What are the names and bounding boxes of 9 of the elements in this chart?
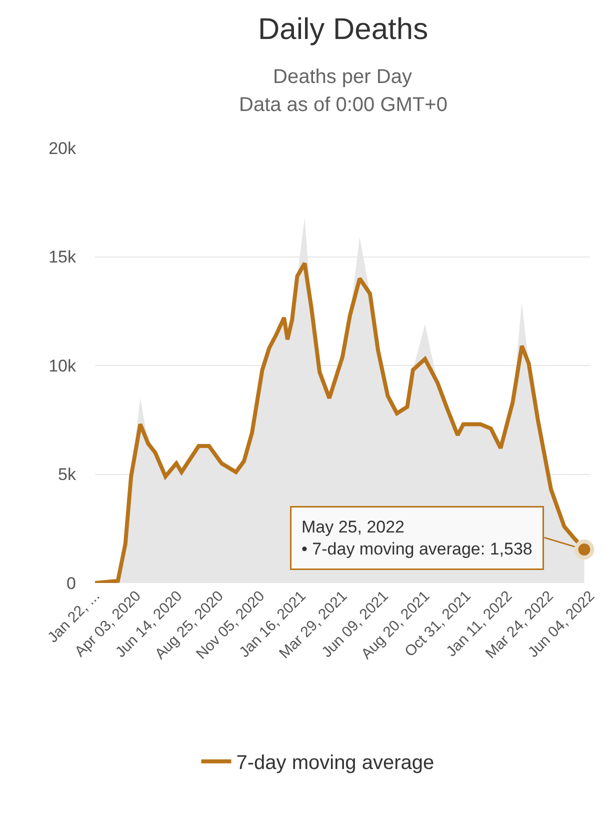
y-tick-label: 5k: [58, 465, 76, 484]
chart-title: Daily Deaths: [258, 13, 428, 46]
y-tick-label: 10k: [48, 356, 76, 376]
chart-subtitle: Deaths per Day Data as of 0:00 GMT+0: [239, 66, 448, 116]
y-tick-label: 0: [66, 574, 76, 593]
y-tick-label: 20k: [48, 138, 76, 158]
y-tick-label: 15k: [48, 248, 76, 267]
annotation: May 25, 2022 • 7-day moving average: 1,538: [302, 518, 532, 559]
legend-label: 7-day moving average: [236, 752, 434, 774]
